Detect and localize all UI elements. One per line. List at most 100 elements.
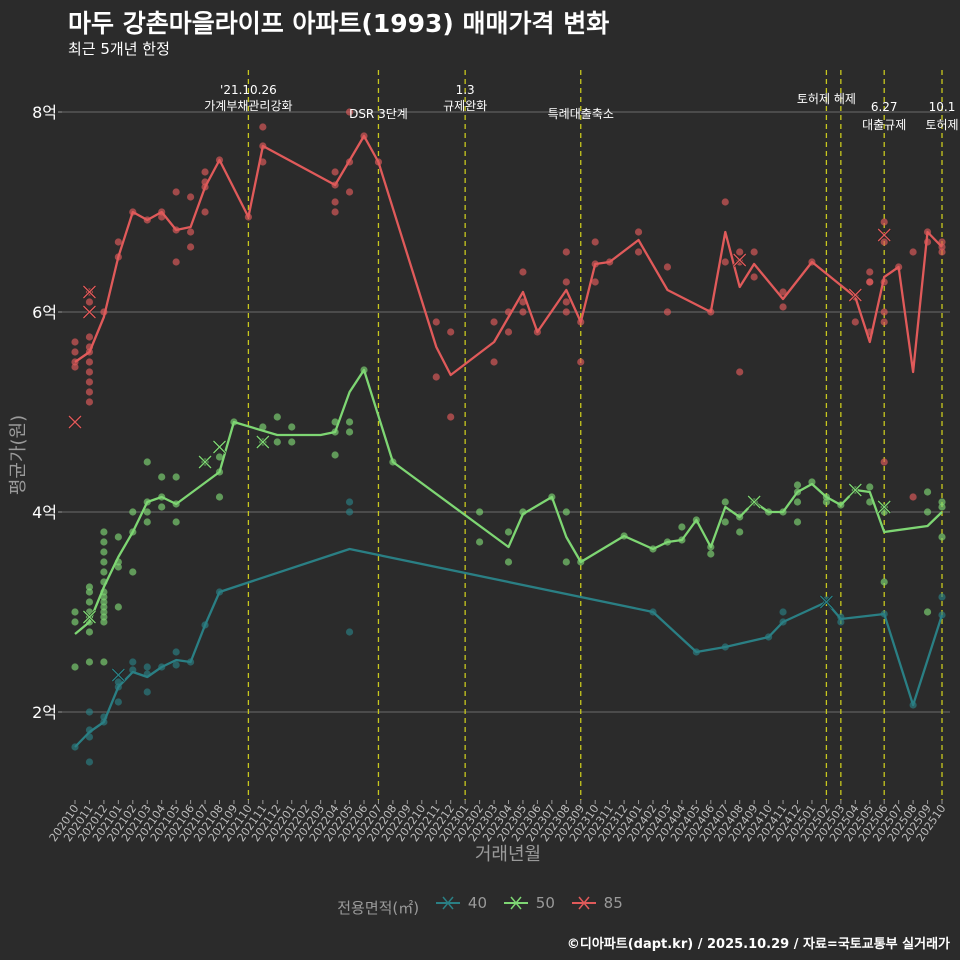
cross-marker-50	[747, 495, 761, 509]
cross-marker-50	[877, 500, 891, 514]
data-point-85	[432, 318, 440, 326]
data-point-50	[215, 453, 224, 461]
data-point-85	[331, 168, 339, 176]
y-axis-ticks: 2억 4억 6억 8억	[32, 103, 62, 722]
cross-marker-40	[819, 595, 833, 609]
data-point-85	[172, 258, 180, 266]
data-point-50	[562, 558, 570, 566]
data-point-40	[172, 661, 180, 669]
cross-marker-50	[848, 483, 862, 497]
data-point-85	[562, 248, 570, 256]
data-point-40	[837, 618, 845, 626]
data-point-50	[938, 533, 946, 541]
y-tick-label: 8억	[32, 103, 57, 122]
event-label: 특례대출축소	[548, 107, 614, 121]
data-point-85	[114, 238, 122, 246]
data-point-85	[880, 218, 888, 226]
data-point-50	[100, 618, 108, 626]
data-point-85	[85, 388, 94, 396]
y-axis-label: 평균가(원)	[8, 415, 29, 495]
data-point-85	[880, 458, 888, 466]
grid-lines	[62, 111, 950, 713]
y-tick-label: 4억	[32, 503, 57, 522]
data-point-40	[938, 593, 946, 601]
event-label: 규제완화	[443, 99, 487, 113]
data-point-85	[938, 248, 946, 256]
data-point-85	[85, 398, 94, 406]
data-point-85	[490, 318, 498, 326]
data-point-85	[721, 198, 729, 206]
legend-swatch-50	[503, 896, 528, 910]
data-point-40	[114, 698, 122, 706]
data-point-50	[114, 603, 122, 611]
data-point-50	[71, 608, 79, 616]
data-point-50	[288, 438, 296, 446]
data-point-50	[100, 608, 108, 616]
data-point-50	[71, 663, 79, 671]
data-point-85	[750, 248, 758, 256]
data-point-40	[129, 658, 137, 666]
data-point-85	[591, 278, 599, 286]
data-point-50	[100, 528, 108, 536]
data-point-50	[793, 498, 802, 506]
data-point-50	[114, 533, 122, 541]
legend-item-40: 40	[434, 893, 487, 913]
legend-title: 전용면적(㎡)	[337, 899, 420, 917]
data-point-85	[634, 248, 643, 256]
data-point-50	[736, 528, 744, 536]
data-point-50	[504, 528, 513, 536]
data-point-85	[909, 493, 917, 501]
data-point-40	[85, 708, 94, 716]
event-label: 토허제	[925, 118, 958, 132]
cross-marker-85	[733, 253, 747, 267]
event-label: 토허제 해제	[797, 92, 856, 106]
data-point-85	[71, 338, 79, 346]
data-point-85	[909, 248, 917, 256]
data-point-50	[100, 548, 108, 556]
data-point-50	[822, 498, 831, 506]
chart-subtitle: 최근 5개년 한정	[68, 40, 170, 58]
data-point-50	[721, 518, 729, 526]
data-point-85	[447, 328, 455, 336]
data-point-85	[750, 273, 758, 281]
data-point-50	[938, 498, 946, 506]
event-lines	[247, 70, 943, 800]
data-point-85	[345, 108, 354, 116]
data-point-85	[172, 188, 180, 196]
data-point-50	[143, 508, 151, 516]
cross-markers	[68, 228, 892, 682]
data-point-85	[85, 358, 94, 366]
data-point-50	[143, 518, 151, 526]
data-point-85	[736, 368, 744, 376]
data-point-85	[880, 318, 888, 326]
series-line-40	[74, 547, 944, 748]
data-point-85	[519, 308, 527, 316]
data-point-85	[201, 208, 209, 216]
data-point-50	[100, 658, 108, 666]
data-point-85	[721, 258, 729, 266]
data-point-85	[562, 308, 570, 316]
data-point-50	[476, 508, 484, 516]
data-point-50	[504, 558, 513, 566]
data-point-85	[85, 368, 94, 376]
legend-label-85: 85	[603, 894, 623, 912]
data-point-50	[71, 618, 79, 626]
data-point-50	[476, 538, 484, 546]
data-point-50	[85, 658, 94, 666]
data-point-50	[923, 488, 932, 496]
data-point-50	[259, 423, 267, 431]
data-point-85	[85, 333, 94, 341]
event-label: 1.3	[456, 83, 475, 97]
x-axis-ticks: 2020102020112020122021012021022021032021…	[47, 800, 948, 844]
data-point-50	[100, 568, 108, 576]
data-point-40	[85, 758, 94, 766]
cross-marker-85	[848, 288, 862, 302]
data-point-85	[866, 278, 874, 286]
legend-swatch-40	[435, 896, 460, 910]
data-point-50	[85, 588, 94, 596]
cross-marker-85	[877, 228, 891, 242]
series-line-85	[74, 134, 943, 377]
data-point-85	[663, 308, 672, 316]
data-point-85	[432, 373, 440, 381]
data-point-85	[71, 363, 79, 371]
